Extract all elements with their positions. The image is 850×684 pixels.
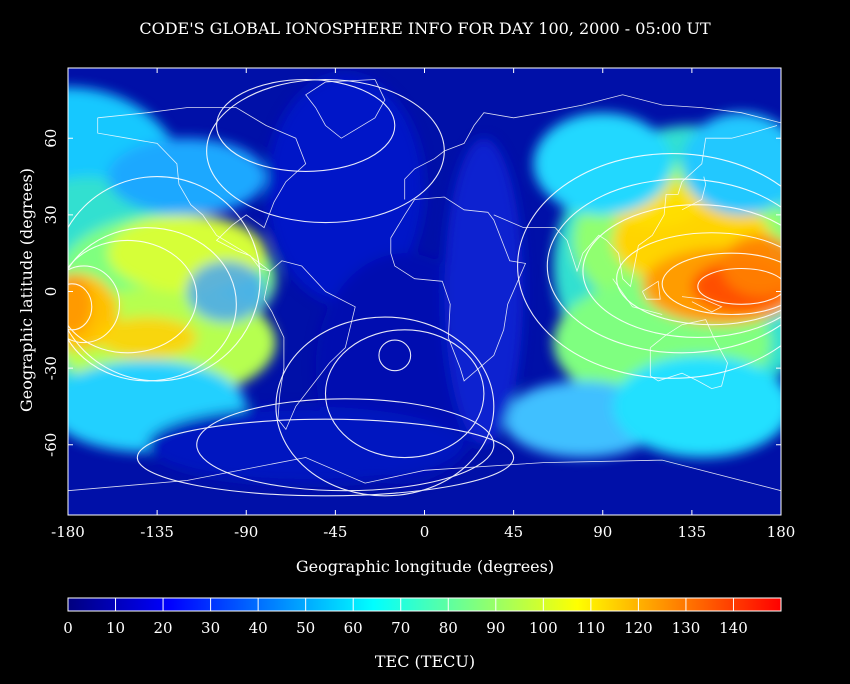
y-tick-label: -60 <box>42 433 60 457</box>
x-tick-label: 135 <box>678 523 707 541</box>
x-tick-label: 45 <box>504 523 523 541</box>
colorbar-tick-label: 80 <box>439 619 458 637</box>
x-tick-label: -180 <box>51 523 85 541</box>
colorbar-tick-label: 110 <box>577 619 606 637</box>
x-tick-label: -135 <box>140 523 174 541</box>
x-tick-label: 180 <box>767 523 796 541</box>
colorbar-tick-label: 60 <box>344 619 363 637</box>
colorbar-gradient <box>67 597 782 612</box>
colorbar-tick-label: 0 <box>63 619 73 637</box>
colorbar-label: TEC (TECU) <box>375 652 475 671</box>
colorbar: 0 10 20 30 40 50 60 70 80 90 100 110 120 130 140 <box>63 597 782 637</box>
colorbar-tick-label: 120 <box>624 619 653 637</box>
y-tick-label: 60 <box>42 129 60 148</box>
colorbar-tick-label: 20 <box>154 619 173 637</box>
x-axis-label: Geographic longitude (degrees) <box>296 557 554 576</box>
colorbar-tick-label: 10 <box>106 619 125 637</box>
chart-title: CODE'S GLOBAL IONOSPHERE INFO FOR DAY 10… <box>139 19 711 38</box>
x-axis: -180 -135 -90 -45 0 45 90 135 180 <box>51 68 795 541</box>
y-tick-label: 0 <box>42 287 60 297</box>
colorbar-tick-label: 100 <box>529 619 558 637</box>
x-tick-label: -45 <box>323 523 347 541</box>
colorbar-tick-label: 70 <box>391 619 410 637</box>
x-tick-label: 0 <box>420 523 430 541</box>
colorbar-tick-label: 30 <box>201 619 220 637</box>
y-tick-label: -30 <box>42 356 60 380</box>
y-axis-label: Geographic latitude (degrees) <box>17 168 36 412</box>
y-axis: -60 -30 0 30 60 <box>42 129 781 457</box>
colorbar-tick-label: 40 <box>249 619 268 637</box>
colorbar-tick-label: 90 <box>486 619 505 637</box>
colorbar-tick-label: 140 <box>719 619 748 637</box>
y-tick-label: 30 <box>42 205 60 224</box>
colorbar-tick-label: 50 <box>296 619 315 637</box>
tec-heatmap <box>68 68 781 515</box>
x-tick-label: -90 <box>234 523 258 541</box>
x-tick-label: 90 <box>593 523 612 541</box>
colorbar-tick-label: 130 <box>672 619 701 637</box>
